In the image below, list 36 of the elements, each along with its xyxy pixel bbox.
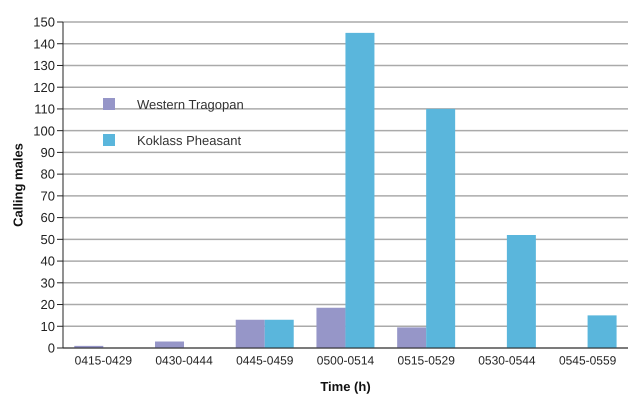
x-tick-label: 0545-0559 [558, 354, 617, 368]
bar [397, 327, 426, 348]
bar [155, 341, 184, 348]
bar [236, 320, 265, 348]
y-tick-label: 120 [33, 80, 55, 95]
y-tick-label: 0 [48, 340, 55, 356]
y-tick-label: 70 [40, 188, 55, 204]
bar [264, 320, 294, 348]
x-tick-label: 0500-0514 [316, 354, 375, 368]
x-tick-label: 0430-0444 [155, 354, 214, 368]
x-tick-label: 0515-0529 [398, 354, 456, 368]
x-tick-label: 0445-0459 [236, 354, 294, 368]
y-tick-label: 80 [40, 166, 55, 182]
y-tick-label: 40 [40, 254, 55, 269]
x-tick-label: 0530-0544 [478, 354, 536, 368]
y-tick-label: 100 [33, 123, 55, 138]
y-tick-label: 90 [40, 145, 55, 160]
legend-label: Koklass Pheasant [137, 132, 242, 148]
bar [345, 32, 374, 348]
y-axis-title: Calling males [10, 143, 26, 227]
y-tick-label: 60 [40, 210, 55, 226]
y-tick-label: 150 [33, 14, 55, 30]
bar [588, 315, 617, 348]
y-tick-label: 50 [40, 232, 55, 247]
y-tick-label: 110 [34, 102, 55, 117]
bar [426, 108, 456, 348]
y-tick-label: 130 [33, 58, 55, 74]
bar [506, 234, 536, 348]
y-tick-label: 30 [40, 275, 55, 290]
x-axis-title: Time (h) [320, 379, 371, 394]
x-tick-label: 0415-0429 [74, 354, 132, 368]
legend-label: Western Tragopan [137, 96, 244, 112]
bar [316, 308, 346, 348]
y-tick-label: 10 [40, 318, 55, 334]
y-tick-label: 140 [33, 36, 55, 52]
y-tick-label: 20 [40, 297, 55, 312]
